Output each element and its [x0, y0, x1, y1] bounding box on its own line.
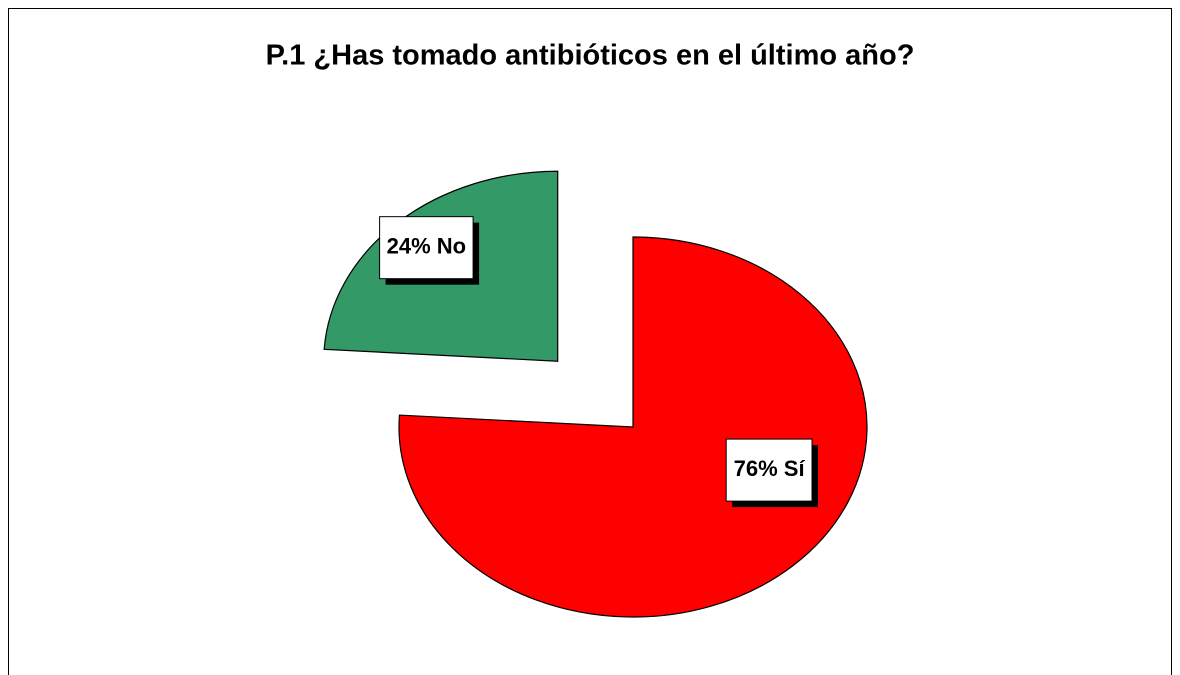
label-box: [379, 216, 474, 280]
data-label: 76% Sí: [734, 456, 806, 481]
data-label: 24% No: [387, 233, 466, 258]
pie-slice: [398, 236, 868, 618]
label-box: [725, 438, 813, 502]
chart-title: P.1 ¿Has tomado antibióticos en el últim…: [266, 40, 915, 72]
